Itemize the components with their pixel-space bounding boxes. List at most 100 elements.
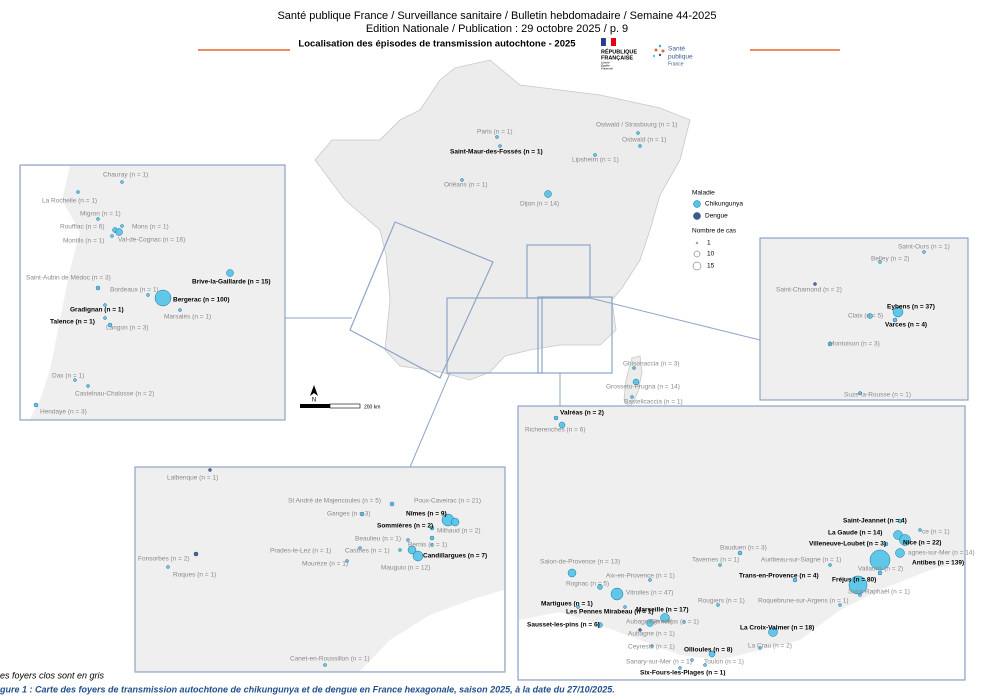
site-label: Aubagne (n = 1)	[628, 631, 675, 638]
site-marker	[813, 282, 817, 286]
site-marker	[593, 153, 597, 157]
site-marker	[630, 395, 634, 399]
site-marker	[660, 613, 670, 623]
site-label: Rognac (n = 5)	[566, 581, 609, 588]
site-label: Candillargues (n = 7)	[423, 553, 487, 560]
site-marker	[610, 587, 624, 601]
site-marker	[892, 306, 904, 318]
site-marker	[208, 468, 212, 472]
site-marker	[544, 190, 552, 198]
site-label: Castries (n = 1)	[345, 548, 390, 555]
site-label: Chauray (n = 1)	[103, 172, 148, 179]
site-marker	[73, 378, 77, 382]
site-marker	[867, 313, 873, 319]
legend-swatch	[693, 212, 701, 220]
figure-caption: gure 1 : Carte des foyers de transmissio…	[0, 684, 615, 694]
site-label: Ostwald / Strasbourg (n = 1)	[596, 122, 677, 129]
scale-label: 200 km	[364, 404, 380, 410]
site-label: Canet-en-Roussillon (n = 1)	[290, 656, 370, 663]
footnote: es foyers clos sont en gris	[0, 670, 105, 680]
site-marker	[878, 260, 882, 264]
site-marker	[33, 402, 39, 408]
site-label: Poux-Caveirac (n = 21)	[414, 498, 481, 505]
site-label: Sausset-les-pins (n = 6)	[527, 622, 600, 629]
site-label: La Gaude (n = 14)	[828, 530, 882, 537]
site-marker	[597, 622, 603, 628]
site-label: Roques (n = 1)	[173, 572, 216, 579]
site-label: Paris (n = 1)	[477, 129, 513, 136]
site-label: Montoison (n = 3)	[829, 341, 880, 348]
site-label: Varces (n = 4)	[885, 322, 927, 329]
legend-label: 1	[707, 240, 711, 247]
site-label: Fréjus (n = 80)	[832, 577, 876, 584]
site-label: Bauduen (n = 3)	[720, 545, 767, 552]
site-label: Villeneuve-Loubet (n = 3)	[809, 541, 886, 548]
site-marker	[623, 605, 627, 609]
site-label: Marseille (n = 17)	[636, 607, 689, 614]
sea	[360, 590, 504, 671]
legend-label: 10	[707, 251, 715, 258]
site-label: Tavernes (n = 1)	[692, 557, 739, 564]
north-arrow	[310, 385, 318, 396]
site-label: Suze-la-Rousse (n = 1)	[844, 392, 911, 399]
france-outline	[314, 59, 691, 381]
site-marker	[690, 658, 694, 662]
site-label: Dax (n = 1)	[52, 373, 84, 380]
site-marker	[407, 545, 417, 555]
site-label: Nice (n = 22)	[903, 540, 941, 547]
logo-text: Santé	[668, 46, 685, 53]
site-marker	[838, 603, 842, 607]
site-marker	[877, 570, 883, 576]
scale-bar	[300, 404, 330, 408]
site-marker	[450, 517, 460, 527]
site-label: Richerenches (n = 6)	[525, 427, 586, 434]
site-label: Montils (n = 1)	[63, 238, 104, 245]
site-marker	[758, 646, 762, 650]
site-marker	[716, 603, 720, 607]
site-marker	[922, 250, 926, 254]
site-label: La Crau (n = 2)	[748, 643, 792, 650]
site-marker	[166, 565, 170, 569]
site-label: Bastelicaccia (n = 1)	[624, 399, 683, 406]
site-marker	[430, 543, 434, 547]
site-marker	[107, 322, 113, 328]
size-swatch	[693, 250, 701, 258]
site-label: Mons (n = 1)	[132, 224, 169, 231]
logo-text: Fraternité	[601, 67, 613, 71]
site-marker	[646, 619, 654, 627]
site-marker	[858, 391, 862, 395]
site-marker	[918, 528, 922, 532]
site-label: Belley (n = 2)	[871, 256, 909, 263]
site-marker	[76, 190, 80, 194]
site-marker	[892, 317, 898, 323]
site-marker	[226, 269, 234, 277]
site-label: Langon (n = 3)	[106, 325, 148, 332]
site-marker	[498, 144, 502, 148]
site-marker	[682, 620, 686, 624]
site-marker	[638, 144, 642, 148]
site-marker	[703, 663, 707, 667]
site-label: Talence (n = 1)	[50, 319, 95, 326]
site-marker	[103, 316, 107, 320]
site-marker	[792, 577, 798, 583]
site-label: Saint-Raphaël (n = 1)	[848, 589, 910, 596]
logo-text: Égalité	[601, 63, 610, 68]
site-marker	[858, 593, 862, 597]
legend-title: Maladie	[692, 190, 715, 197]
site-marker	[567, 568, 577, 578]
north-label: N	[312, 398, 316, 404]
connectors	[285, 297, 761, 468]
header-line: Santé publique France / Surveillance san…	[277, 10, 716, 22]
site-marker	[848, 575, 868, 595]
site-label: Valréas (n = 2)	[560, 410, 604, 417]
site-marker	[650, 644, 654, 648]
site-marker	[737, 550, 743, 556]
logo-republique: RÉPUBLIQUE FRANÇAISE Liberté Égalité Fra…	[601, 37, 637, 71]
site-label: Roquebrune-sur-Argens (n = 1)	[758, 598, 849, 605]
site-marker	[120, 224, 124, 228]
site-label: Ceyreste (n = 1)	[628, 644, 675, 651]
site-label: Lalbenque (n = 1)	[167, 475, 218, 482]
site-label: Eybens (n = 37)	[887, 304, 935, 311]
site-label: ce (n = 1)	[922, 529, 950, 536]
site-marker	[869, 549, 891, 571]
